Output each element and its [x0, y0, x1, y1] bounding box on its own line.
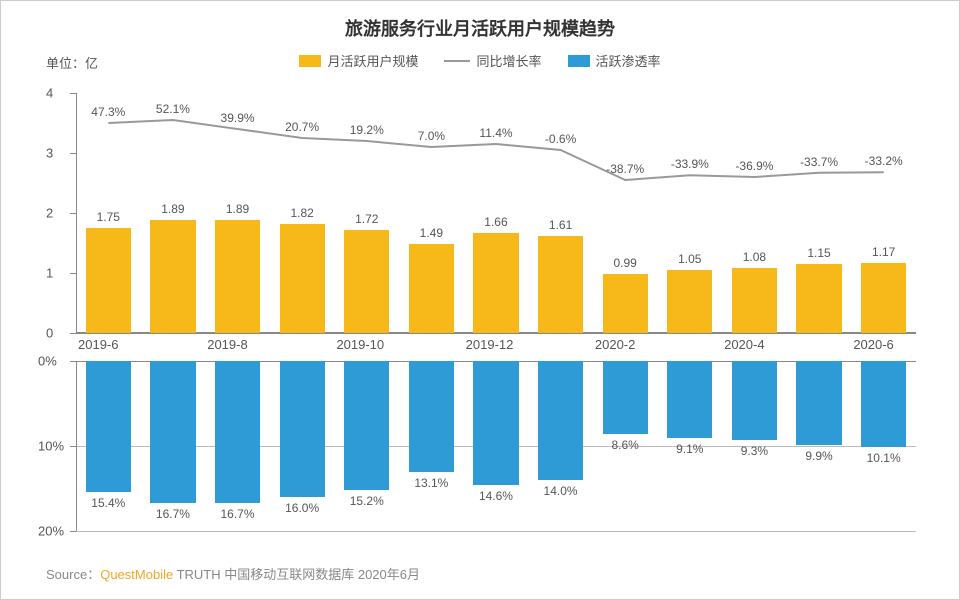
- x-tick-label: [657, 337, 722, 352]
- gridline: [76, 333, 916, 334]
- legend-swatch-bar-bottom: [568, 55, 590, 67]
- chart-title: 旅游服务行业月活跃用户规模趋势: [1, 1, 959, 41]
- x-tick-label: 2020-4: [722, 337, 787, 352]
- source-rest: TRUTH 中国移动互联网数据库 2020年6月: [173, 567, 420, 582]
- bar-slot: 15.4%: [76, 361, 141, 531]
- bar-bottom-value-label: 9.1%: [657, 442, 722, 456]
- bars-bottom: 15.4%16.7%16.7%16.0%15.2%13.1%14.6%14.0%…: [76, 361, 916, 531]
- x-axis: 2019-6 2019-8 2019-10 2019-12 2020-2 2020-4 20…: [76, 337, 916, 352]
- bar-bottom: [344, 361, 389, 490]
- bar-bottom: [667, 361, 712, 438]
- bar-slot: 9.3%: [722, 361, 787, 531]
- bar-slot: 14.0%: [528, 361, 593, 531]
- bar-bottom: [603, 361, 648, 434]
- bar-bottom: [409, 361, 454, 472]
- bar-slot: 14.6%: [464, 361, 529, 531]
- y-tick-label: 2: [46, 206, 53, 221]
- x-tick-label: 2020-2: [593, 337, 658, 352]
- source-line: Source：QuestMobile TRUTH 中国移动互联网数据库 2020…: [46, 564, 420, 583]
- legend-item-bar-top: 月活跃用户规模: [299, 51, 418, 70]
- bar-bottom: [732, 361, 777, 440]
- x-tick-label: 2019-10: [334, 337, 399, 352]
- legend-label-bar-bottom: 活跃渗透率: [596, 51, 661, 70]
- bar-bottom-value-label: 9.9%: [787, 449, 852, 463]
- bar-slot: 10.1%: [851, 361, 916, 531]
- legend-label-bar-top: 月活跃用户规模: [327, 51, 418, 70]
- chart-container: 旅游服务行业月活跃用户规模趋势 单位：亿 月活跃用户规模 同比增长率 活跃渗透率…: [0, 0, 960, 600]
- bar-slot: 16.7%: [205, 361, 270, 531]
- x-tick-label: [528, 337, 593, 352]
- x-tick-label: 2019-8: [205, 337, 270, 352]
- x-tick-label: [270, 337, 335, 352]
- bar-slot: 8.6%: [593, 361, 658, 531]
- x-tick-label: 2020-6: [851, 337, 916, 352]
- y-tick-label: 4: [46, 86, 53, 101]
- bar-slot: 9.1%: [657, 361, 722, 531]
- legend-swatch-bar-top: [299, 55, 321, 67]
- y2-tick-label: 20%: [38, 524, 64, 539]
- bar-bottom-value-label: 9.3%: [722, 444, 787, 458]
- bar-bottom: [538, 361, 583, 480]
- x-tick-label: [399, 337, 464, 352]
- bar-bottom-value-label: 16.7%: [205, 507, 270, 521]
- legend-item-line: 同比增长率: [444, 51, 541, 70]
- growth-line: [76, 93, 916, 333]
- bar-bottom-value-label: 16.7%: [141, 507, 206, 521]
- bar-bottom: [861, 361, 906, 447]
- y2-tick-label: 0%: [38, 354, 57, 369]
- y-tick-label: 3: [46, 146, 53, 161]
- legend-label-line: 同比增长率: [476, 51, 541, 70]
- y2-tick-label: 10%: [38, 439, 64, 454]
- y-tick-label: 0: [46, 326, 53, 341]
- unit-label: 单位：亿: [46, 53, 98, 72]
- legend-swatch-line: [444, 60, 470, 62]
- source-brand: QuestMobile: [100, 567, 173, 582]
- bar-bottom-value-label: 16.0%: [270, 501, 335, 515]
- top-plot: 012341.751.891.891.821.721.491.661.610.9…: [76, 93, 916, 333]
- bar-slot: 16.7%: [141, 361, 206, 531]
- bottom-plot: 0%10%20%15.4%16.7%16.7%16.0%15.2%13.1%14…: [76, 361, 916, 531]
- bar-bottom: [86, 361, 131, 492]
- legend: 月活跃用户规模 同比增长率 活跃渗透率: [1, 51, 959, 70]
- bar-bottom-value-label: 15.4%: [76, 496, 141, 510]
- y-tick-label: 1: [46, 266, 53, 281]
- legend-item-bar-bottom: 活跃渗透率: [568, 51, 661, 70]
- x-tick-label: [141, 337, 206, 352]
- bar-bottom: [473, 361, 518, 485]
- source-prefix: Source：: [46, 567, 100, 582]
- bar-bottom: [796, 361, 841, 445]
- bar-slot: 15.2%: [334, 361, 399, 531]
- x-tick-label: 2019-6: [76, 337, 141, 352]
- bar-bottom: [150, 361, 195, 503]
- bar-bottom-value-label: 13.1%: [399, 476, 464, 490]
- bar-bottom: [280, 361, 325, 497]
- bar-slot: 16.0%: [270, 361, 335, 531]
- bar-slot: 9.9%: [787, 361, 852, 531]
- x-tick-label: 2019-12: [464, 337, 529, 352]
- bar-slot: 13.1%: [399, 361, 464, 531]
- bar-bottom-value-label: 10.1%: [851, 451, 916, 465]
- y2-tick-mark: [70, 531, 76, 532]
- y-tick-mark: [70, 333, 76, 334]
- gridline-bottom: [76, 531, 916, 532]
- x-tick-label: [787, 337, 852, 352]
- bar-bottom-value-label: 15.2%: [334, 494, 399, 508]
- bar-bottom-value-label: 8.6%: [593, 438, 658, 452]
- bar-bottom: [215, 361, 260, 503]
- bar-bottom-value-label: 14.0%: [528, 484, 593, 498]
- bar-bottom-value-label: 14.6%: [464, 489, 529, 503]
